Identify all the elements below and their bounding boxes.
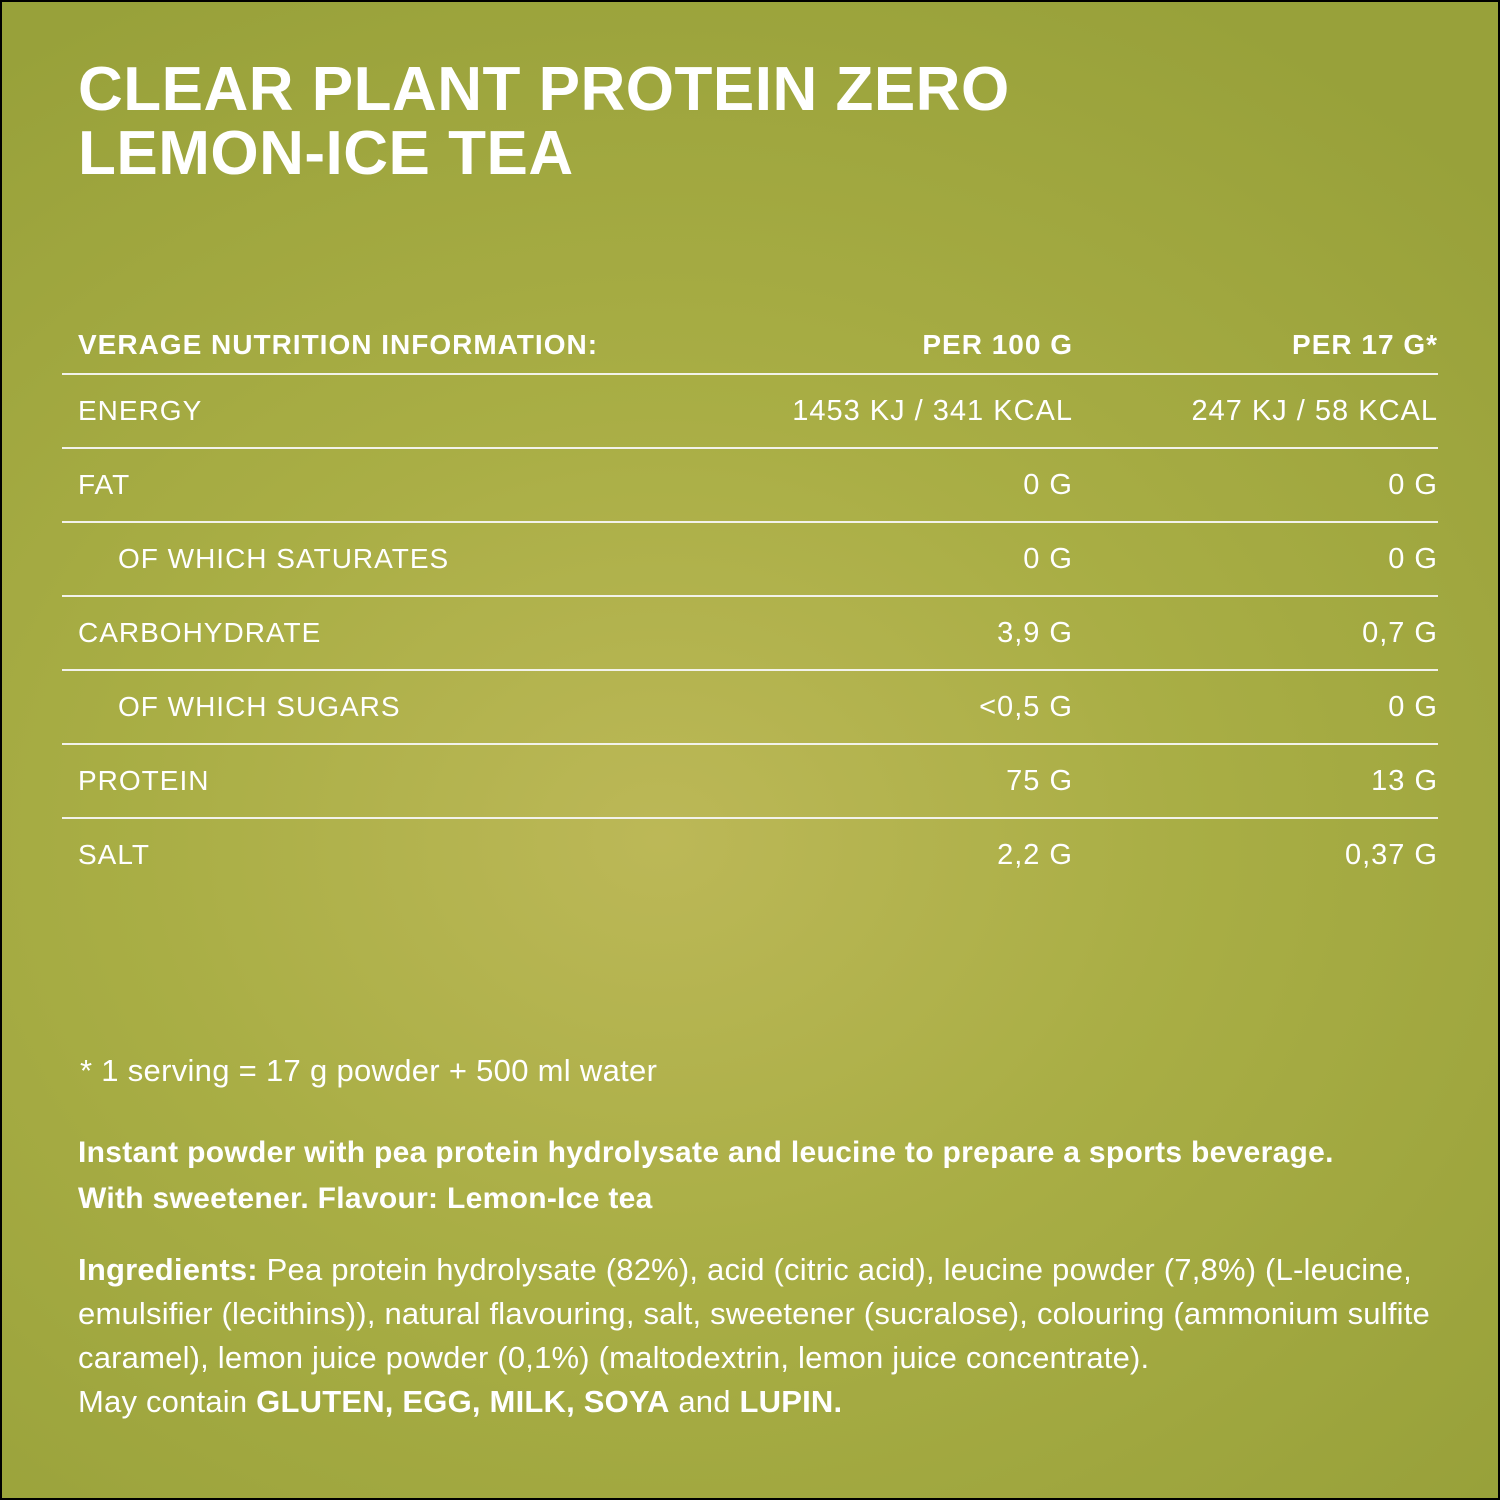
page-title-line-2: LEMON-ICE TEA [78,119,574,188]
nutrition-table-header-label: VERAGE NUTRITION INFORMATION: [78,328,599,360]
value-per-17g: 13 G [1371,764,1438,797]
nutrient-name: FAT [78,469,131,500]
value-per-17g: 0 G [1388,542,1438,575]
value-per-100g: <0,5 G [979,690,1073,723]
ingredients-text: Ingredients: Pea protein hydrolysate (82… [78,1252,1430,1375]
table-row: OF WHICH SATURATES 0 G 0 G [62,521,1438,595]
value-per-100g: 0 G [1023,468,1073,501]
value-per-17g: 247 KJ / 58 KCAL [1191,394,1438,427]
nutrient-name: OF WHICH SUGARS [118,691,401,722]
value-per-17g: 0,7 G [1362,616,1438,649]
value-per-100g: 75 G [1006,764,1073,797]
value-per-100g: 2,2 G [997,838,1073,871]
table-row: FAT 0 G 0 G [62,447,1438,521]
nutrition-table-body: ENERGY 1453 KJ / 341 KCAL 247 KJ / 58 KC… [62,373,1438,891]
nutrient-name: PROTEIN [78,765,210,796]
table-row: OF WHICH SUGARS <0,5 G 0 G [62,669,1438,743]
table-row: CARBOHYDRATE 3,9 G 0,7 G [62,595,1438,669]
table-row: SALT 2,2 G 0,37 G [62,817,1438,891]
product-description-line-1: Instant powder with pea protein hydrolys… [78,1136,1334,1169]
allergen-warning: May contain GLUTEN, EGG, MILK, SOYA and … [78,1384,843,1419]
table-row: PROTEIN 75 G 13 G [62,743,1438,817]
product-description-line-2: With sweetener. Flavour: Lemon-Ice tea [78,1182,653,1215]
nutrient-name: CARBOHYDRATE [78,617,322,648]
value-per-17g: 0,37 G [1344,838,1438,871]
value-per-17g: 0 G [1388,468,1438,501]
nutrition-table-header: VERAGE NUTRITION INFORMATION: PER 100 G … [62,316,1438,373]
value-per-100g: 1453 KJ / 341 KCAL [792,394,1073,427]
value-per-100g: 3,9 G [997,616,1073,649]
nutrition-table: VERAGE NUTRITION INFORMATION: PER 100 G … [62,316,1438,891]
value-per-17g: 0 G [1388,690,1438,723]
page-title-line-1: CLEAR PLANT PROTEIN ZERO [78,55,1010,124]
product-description: Instant powder with pea protein hydrolys… [78,1130,1334,1222]
value-per-100g: 0 G [1023,542,1073,575]
nutrition-table-header-per17: PER 17 G* [1292,328,1438,360]
ingredients-section: Ingredients: Pea protein hydrolysate (82… [78,1248,1450,1424]
table-row: ENERGY 1453 KJ / 341 KCAL 247 KJ / 58 KC… [62,373,1438,447]
nutrient-name: ENERGY [78,395,203,426]
nutrition-table-header-per100: PER 100 G [922,328,1073,360]
nutrient-name: OF WHICH SATURATES [118,543,450,574]
nutrient-name: SALT [78,839,150,870]
serving-footnote: * 1 serving = 17 g powder + 500 ml water [80,1053,658,1088]
page-title: CLEAR PLANT PROTEIN ZERO LEMON-ICE TEA [78,58,1010,186]
